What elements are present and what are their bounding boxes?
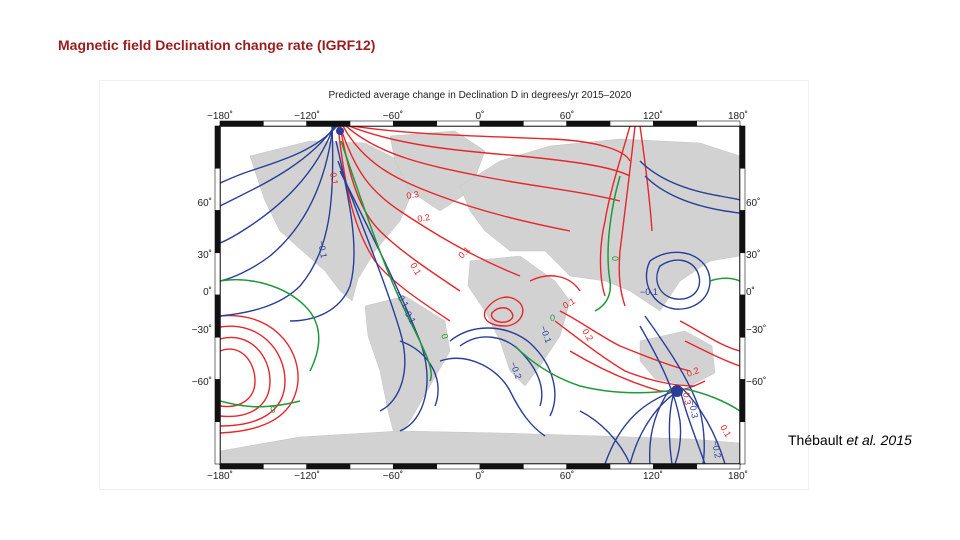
frame-segment bbox=[566, 463, 611, 470]
contour-label: 0.3 bbox=[406, 189, 420, 201]
frame-segment bbox=[523, 463, 567, 470]
contour-label: −0.2 bbox=[710, 440, 723, 459]
lat-tick-label: 60˚ bbox=[198, 197, 212, 209]
lon-tick-label: 180˚ bbox=[728, 110, 748, 122]
north-focus-point bbox=[336, 127, 344, 135]
frame-segment bbox=[214, 294, 221, 338]
figure-title: Predicted average change in Declination … bbox=[329, 90, 632, 101]
frame-ticks bbox=[214, 120, 746, 470]
lon-labels-bottom: −180˚ −120˚ −60˚ 0˚ 60˚ 120˚ 180˚ bbox=[207, 470, 748, 482]
lon-tick-label: 180˚ bbox=[728, 470, 748, 482]
lon-tick-label: −120˚ bbox=[294, 110, 320, 122]
negative-contours bbox=[220, 126, 740, 464]
frame-segment bbox=[696, 120, 741, 127]
lon-tick-label: 0˚ bbox=[476, 470, 485, 482]
contour-label: 0 bbox=[439, 332, 450, 340]
frame-segment bbox=[479, 463, 524, 470]
lat-labels-left: 60˚ 30˚ 0˚ −30˚ −60˚ bbox=[192, 197, 212, 388]
frame-segment bbox=[653, 463, 697, 470]
frame-segment bbox=[306, 463, 351, 470]
contour-label: 0 bbox=[270, 404, 277, 415]
frame-segment bbox=[739, 210, 746, 254]
lon-tick-label: −180˚ bbox=[207, 470, 233, 482]
lat-tick-label: −60˚ bbox=[746, 376, 766, 388]
lon-tick-label: −60˚ bbox=[383, 470, 403, 482]
frame-segment bbox=[739, 252, 746, 296]
lat-tick-label: −30˚ bbox=[746, 324, 766, 336]
frame-segment bbox=[214, 421, 221, 465]
lon-tick-label: 60˚ bbox=[560, 470, 574, 482]
map-content: 0.1 0.3 0.2 −0.1 0.1 0.1 −0.1 −0.1 0 0 −… bbox=[220, 126, 740, 464]
citation-etal: et al. bbox=[846, 432, 877, 448]
declination-map: Predicted average change in Declination … bbox=[192, 90, 767, 482]
frame-segment bbox=[609, 463, 654, 470]
frame-segment bbox=[214, 336, 221, 380]
lon-labels-top: −180˚ −120˚ −60˚ 0˚ 60˚ 120˚ 180˚ bbox=[207, 110, 748, 122]
frame-segment bbox=[479, 120, 524, 127]
citation-author: Thébault bbox=[788, 432, 843, 448]
lon-tick-label: 120˚ bbox=[643, 470, 663, 482]
lon-tick-label: 0˚ bbox=[476, 110, 485, 122]
frame-segment bbox=[214, 125, 221, 169]
frame-segment bbox=[214, 379, 221, 423]
lat-labels-right: 60˚ 30˚ 0˚ −30˚ −60˚ bbox=[746, 197, 766, 388]
lon-tick-label: 120˚ bbox=[643, 110, 663, 122]
lat-tick-label: 0˚ bbox=[203, 286, 212, 298]
slide-title: Magnetic field Declination change rate (… bbox=[58, 37, 376, 53]
contour-label: −0.1 bbox=[640, 287, 658, 297]
lat-tick-label: 30˚ bbox=[746, 249, 760, 261]
frame-segment bbox=[739, 421, 746, 465]
lat-tick-label: 60˚ bbox=[746, 197, 760, 209]
frame-segment bbox=[214, 210, 221, 254]
frame-segment bbox=[393, 463, 437, 470]
contour-label: 0.3 bbox=[681, 392, 693, 406]
frame-segment bbox=[739, 167, 746, 211]
contour-label: −0.3 bbox=[687, 400, 700, 419]
lat-tick-label: 0˚ bbox=[746, 286, 755, 298]
zero-contours bbox=[220, 140, 740, 412]
frame-segment bbox=[219, 463, 264, 470]
frame-segment bbox=[214, 167, 221, 211]
contour-label: 0.2 bbox=[685, 365, 700, 379]
frame-segment bbox=[436, 463, 481, 470]
frame-segment bbox=[739, 379, 746, 423]
continents bbox=[220, 130, 740, 464]
lat-tick-label: −30˚ bbox=[192, 324, 212, 336]
frame-segment bbox=[696, 463, 741, 470]
contour-label: −0.1 bbox=[316, 240, 329, 259]
frame-segment bbox=[739, 336, 746, 380]
lon-tick-label: −120˚ bbox=[294, 470, 320, 482]
frame-segment bbox=[739, 125, 746, 169]
contour-label: 0 bbox=[610, 256, 620, 261]
lat-tick-label: −60˚ bbox=[192, 376, 212, 388]
frame-segment bbox=[436, 120, 481, 127]
contour-label: 0.1 bbox=[328, 172, 340, 186]
positive-contours bbox=[220, 126, 740, 434]
frame-segment bbox=[263, 463, 307, 470]
lon-tick-label: −60˚ bbox=[383, 110, 403, 122]
frame-segment bbox=[349, 463, 394, 470]
citation: Thébault et al. 2015 bbox=[788, 432, 912, 448]
declination-map-figure: Predicted average change in Declination … bbox=[100, 81, 808, 489]
frame-segment bbox=[739, 294, 746, 338]
frame-segment bbox=[214, 252, 221, 296]
lon-tick-label: 60˚ bbox=[560, 110, 574, 122]
contour-label: 0.2 bbox=[417, 212, 431, 224]
south-focus-point bbox=[671, 385, 683, 397]
citation-year: 2015 bbox=[880, 432, 912, 448]
contour-label: 0 bbox=[550, 313, 555, 323]
lat-tick-label: 30˚ bbox=[198, 249, 212, 261]
lon-tick-label: −180˚ bbox=[207, 110, 233, 122]
